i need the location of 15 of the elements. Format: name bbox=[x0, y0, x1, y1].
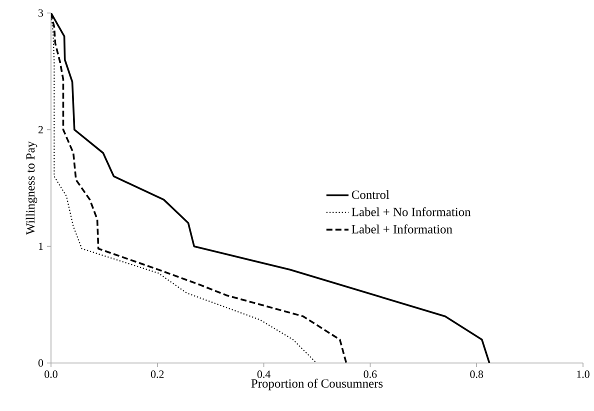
x-tick-label: 0.4 bbox=[257, 370, 270, 378]
y-tick-label: 3 bbox=[38, 9, 44, 17]
x-tick-label: 0.6 bbox=[364, 370, 377, 378]
y-tick-label: 0 bbox=[38, 359, 44, 367]
y-tick-label: 1 bbox=[38, 242, 43, 250]
y-axis-title: Willingness to Pay bbox=[26, 141, 38, 235]
x-tick-label: 0.2 bbox=[150, 370, 164, 378]
x-tick-label: 0.8 bbox=[470, 370, 484, 378]
y-tick-label: 2 bbox=[38, 126, 43, 134]
x-axis-title: Proportion of Cousumners bbox=[251, 378, 383, 390]
legend-label: Control bbox=[352, 190, 390, 199]
legend-label: Label + Information bbox=[352, 224, 452, 234]
x-tick-label: 0.0 bbox=[44, 370, 58, 378]
legend-label: Label + No Information bbox=[352, 207, 471, 216]
x-tick-label: 1.0 bbox=[577, 370, 590, 378]
